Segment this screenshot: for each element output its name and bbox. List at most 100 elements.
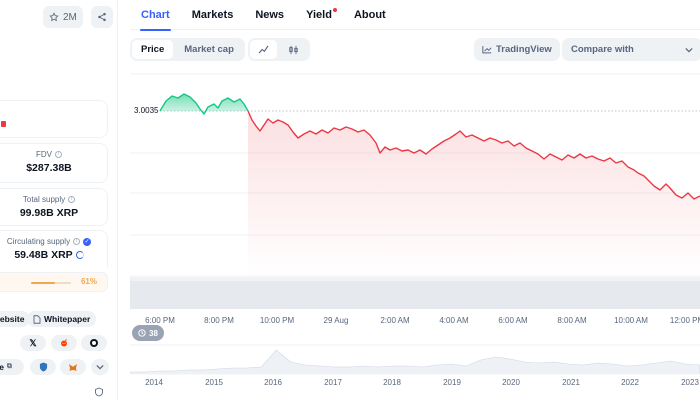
top-actions: 2M (43, 6, 113, 28)
year-axis-label: 2015 (205, 378, 223, 387)
copy-icon: ⧉ (6, 363, 12, 370)
tab-news[interactable]: News (244, 0, 295, 30)
candlestick-option[interactable] (279, 40, 308, 59)
tab-news-label: News (255, 9, 285, 21)
history-navigator-series (130, 349, 700, 375)
fdv-card: FDV i $287.38B (0, 143, 108, 183)
verified-icon: ✓ (83, 237, 92, 246)
year-axis-label: 2023 (681, 378, 699, 387)
whitepaper-link[interactable]: Whitepaper (27, 311, 97, 327)
volume-area (130, 279, 700, 309)
reddit-button[interactable] (51, 335, 77, 351)
events-badge[interactable]: 38 (132, 325, 164, 341)
total-supply-card: Total supply i 99.98B XRP (0, 188, 108, 226)
line-chart-option[interactable] (250, 40, 277, 59)
reddit-icon (61, 339, 67, 347)
left-panel: 2M FDV i $287.38B Total supply i 99.98B XR… (0, 0, 118, 400)
more-wallets-button[interactable] (91, 359, 109, 375)
progress-track (31, 282, 71, 284)
share-icon (98, 12, 106, 22)
time-axis-label: 8:00 AM (557, 316, 587, 325)
year-axis-label: 2017 (324, 378, 342, 387)
reference-price-label: 3.0035 (134, 106, 159, 115)
watchlist-button[interactable]: 2M (43, 6, 83, 28)
info-icon[interactable]: i (68, 196, 76, 203)
explorer-link[interactable]: pe ⧉ (0, 359, 24, 375)
document-icon (33, 314, 41, 324)
time-axis-label: 10:00 PM (259, 316, 295, 325)
tab-about[interactable]: About (343, 0, 397, 30)
star-icon (49, 12, 59, 22)
events-count: 38 (149, 328, 158, 338)
circulating-supply-label: Circulating supply (6, 237, 71, 246)
time-axis-label: 12:00 PM (669, 316, 700, 325)
down-price-line (247, 110, 700, 200)
price-option-label: Price (141, 44, 165, 55)
x-social-button[interactable]: 𝕏 (20, 335, 46, 351)
watchlist-count: 2M (63, 11, 77, 23)
tradingview-chart-icon (482, 46, 492, 54)
fdv-value: $287.38B (26, 162, 72, 174)
tradingview-button[interactable]: TradingView (474, 38, 560, 61)
share-button[interactable] (90, 6, 113, 28)
circulating-progress: 61% (0, 272, 108, 292)
tab-markets[interactable]: Markets (181, 0, 245, 30)
chevron-down-icon (685, 47, 693, 52)
total-supply-label: Total supply (22, 195, 66, 204)
market-cap-option[interactable]: Market cap (175, 40, 243, 59)
website-label: Website (0, 314, 25, 324)
metamask-button[interactable] (60, 359, 86, 375)
wallet-shield-button[interactable] (30, 359, 56, 375)
fdv-label: FDV (36, 150, 52, 159)
info-icon[interactable]: i (55, 151, 62, 158)
year-axis-label: 2020 (502, 378, 520, 387)
compare-with-label: Compare with (571, 44, 634, 55)
line-chart-icon (258, 45, 269, 54)
info-icon[interactable]: i (73, 238, 81, 245)
red-change-marker (1, 121, 6, 127)
time-axis-label: 29 Aug (323, 316, 349, 325)
circulating-supply-value: 59.48B XRP (14, 249, 73, 261)
tab-yield[interactable]: Yield (295, 0, 343, 30)
time-axis-label: 6:00 PM (145, 316, 175, 325)
tab-about-label: About (353, 9, 386, 21)
explorer-truncated-text: pe (0, 362, 4, 372)
audit-button[interactable] (88, 384, 110, 400)
up-price-line (159, 93, 249, 115)
github-button[interactable] (81, 335, 107, 351)
price-option[interactable]: Price (132, 40, 174, 59)
circulating-supply-card: Circulating supply i ✓ 59.48B XRP (0, 230, 108, 268)
shield-icon (39, 362, 47, 372)
volume-top-band (130, 277, 700, 281)
year-axis-label: 2019 (443, 378, 461, 387)
metric-toggle: Price Market cap (130, 38, 245, 61)
price-chart[interactable]: 3.0035 6:00 PM 8:00 PM 10:00 PM 29 Aug 2:00 … (130, 70, 700, 400)
website-link[interactable]: Website (0, 311, 31, 327)
circulating-percent: 61% (80, 277, 97, 286)
time-axis-label: 2:00 AM (380, 316, 410, 325)
tab-chart-label: Chart (141, 9, 170, 21)
chart-toolbar: Price Market cap TradingView Compare wit… (130, 38, 700, 62)
year-axis-label: 2014 (145, 378, 163, 387)
page-tabs: Chart Markets News Yield About (130, 0, 700, 31)
tab-chart[interactable]: Chart (130, 0, 181, 31)
year-axis-label: 2022 (621, 378, 639, 387)
year-axis-label: 2016 (264, 378, 282, 387)
time-axis-label: 8:00 PM (204, 316, 234, 325)
metamask-icon (69, 363, 77, 371)
audit-shield-icon (95, 387, 103, 397)
chevron-down-icon (96, 364, 104, 370)
x-icon: 𝕏 (29, 337, 37, 348)
price-chart-svg[interactable] (130, 70, 700, 400)
market-cap-option-label: Market cap (184, 44, 234, 55)
tab-markets-label: Markets (191, 9, 234, 21)
supply-ring-icon (75, 251, 84, 259)
time-axis-label: 10:00 AM (614, 316, 648, 325)
tab-yield-label: Yield (306, 9, 332, 21)
clock-icon (138, 329, 146, 337)
compare-with-dropdown[interactable]: Compare with (562, 38, 700, 61)
whitepaper-label: Whitepaper (44, 314, 91, 324)
time-axis-label: 4:00 AM (439, 316, 469, 325)
down-area-fill (248, 111, 700, 276)
partial-stat-card (0, 100, 108, 138)
